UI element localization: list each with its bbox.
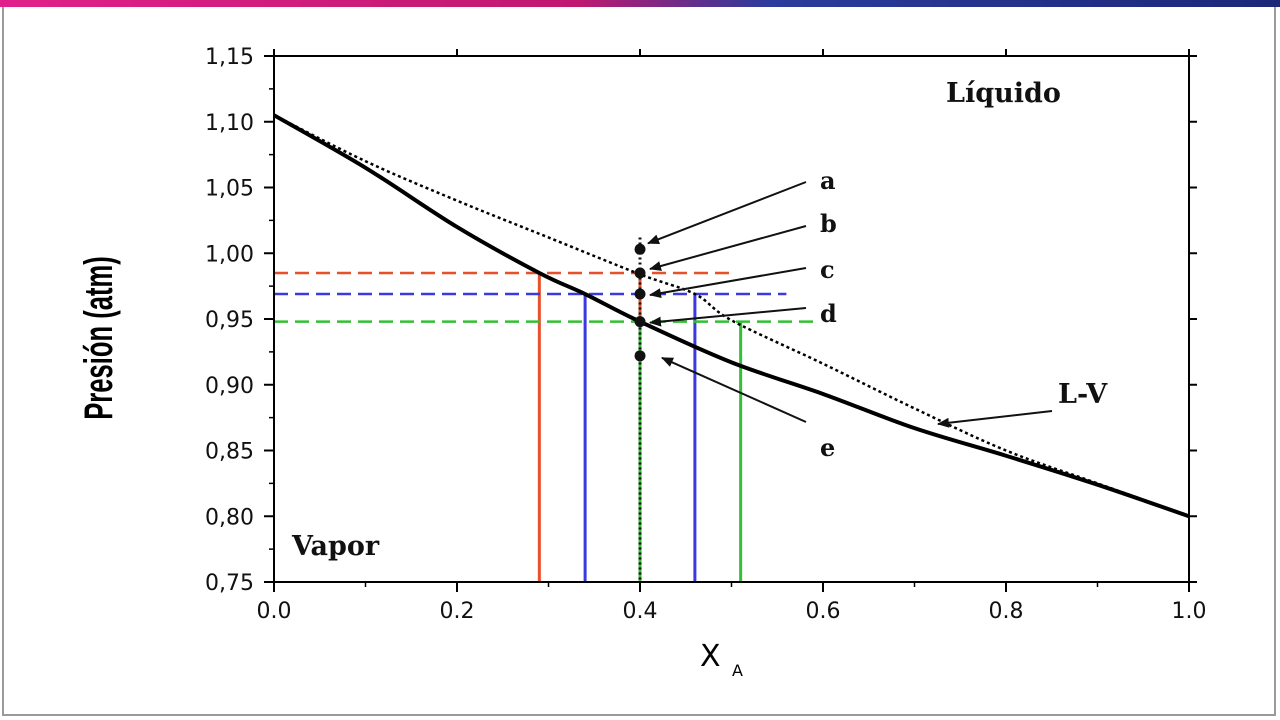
- point-label-d: d: [820, 299, 837, 328]
- arrow-a: [647, 181, 807, 245]
- point-c: [634, 288, 646, 300]
- x-tick-label: 0.4: [623, 599, 658, 624]
- point-label-b: b: [820, 209, 837, 238]
- x-tick-label: 0.0: [257, 599, 292, 624]
- y-tick-label: 0,75: [205, 571, 254, 596]
- y-tick-label: 1,00: [205, 242, 254, 267]
- x-axis-label: X: [700, 639, 721, 674]
- x-tick-label: 0.2: [440, 599, 475, 624]
- arrow-d: [649, 307, 807, 327]
- arrow-c: [649, 267, 807, 299]
- x-tick-label: 1.0: [1172, 599, 1207, 624]
- point-b: [634, 267, 646, 279]
- y-tick-label: 0,95: [205, 308, 254, 333]
- y-tick-label: 1,05: [205, 177, 254, 202]
- bubble-point-curve: [273, 113, 1190, 519]
- liquid-region-label: Líquido: [946, 78, 1061, 109]
- vapor-region-label: Vapor: [291, 531, 380, 562]
- point-e: [634, 350, 646, 362]
- slide-frame: [2, 7, 1276, 716]
- x-tick-label: 0.8: [989, 599, 1024, 624]
- y-axis-label: Presión (atm): [77, 256, 121, 420]
- x-axis-label-subscript: A: [732, 661, 743, 680]
- y-tick-label: 0,90: [205, 374, 254, 399]
- y-tick-label: 1,10: [205, 111, 254, 136]
- y-tick-label: 1,15: [205, 45, 254, 70]
- dew-point-curve: [273, 114, 1190, 518]
- plot-frame: [273, 55, 1190, 583]
- y-tick-label: 0,80: [205, 505, 254, 530]
- arrow-b: [649, 225, 807, 271]
- y-tick-label: 0,85: [205, 440, 254, 465]
- arrow-lv: [937, 410, 1053, 428]
- point-label-c: c: [820, 255, 835, 284]
- arrow-e: [661, 356, 807, 423]
- point-label-a: a: [820, 166, 836, 195]
- point-a: [634, 243, 646, 255]
- lv-region-label: L-V: [1058, 379, 1108, 410]
- x-tick-label: 0.6: [806, 599, 841, 624]
- top-color-strip: [0, 0, 1280, 7]
- point-d: [634, 316, 646, 328]
- point-label-e: e: [820, 433, 835, 462]
